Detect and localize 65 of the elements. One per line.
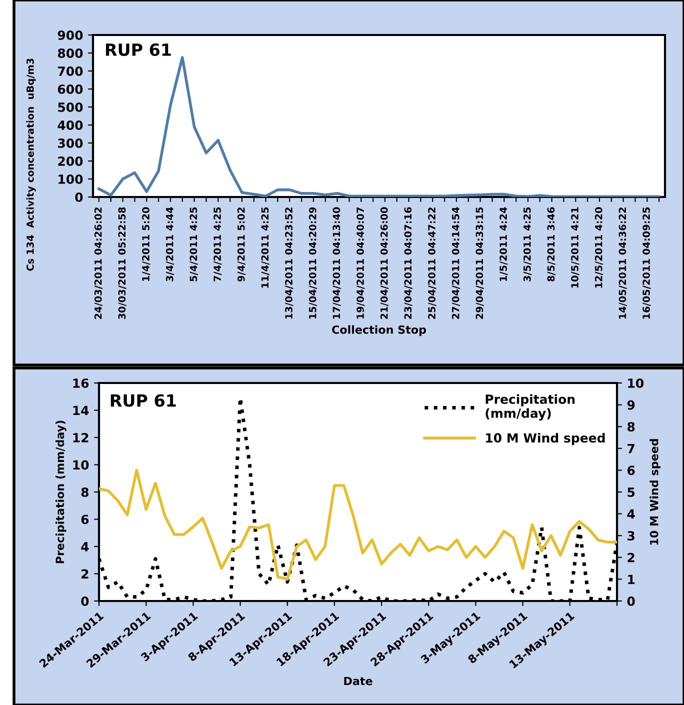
y2-tick-label: 2 — [628, 552, 634, 562]
y-tick-label: 14 — [73, 406, 89, 415]
y-tick-label: 12 — [73, 432, 88, 442]
y-axis-title: Cs 134 Activity concentration uBq/m3 — [26, 58, 36, 271]
y-tick-label: 6 — [81, 514, 89, 524]
y-tick-label: 4 — [81, 542, 89, 552]
x-tick-label: 5/4/2011 4:25 — [190, 207, 198, 282]
x-tick-label: 16/05/2011 04:09:25 — [642, 207, 651, 319]
y2-tick-label: 9 — [627, 400, 635, 410]
x-tick-label: 3/5/2011 4:25 — [523, 207, 532, 282]
x-tick-label: 25/04/2011 04:47:22 — [428, 208, 436, 319]
x-axis-title: Date — [344, 676, 372, 686]
y2-tick-label: 6 — [628, 466, 635, 476]
x-tick-label: 1/4/2011 5:20 — [142, 207, 150, 281]
x-tick-label: 15/04/2011 04:20:29 — [308, 207, 318, 319]
y-tick-label: 2 — [82, 569, 88, 578]
y-tick-label: 16 — [73, 378, 89, 388]
x-tick-label: 3/4/2011 4:44 — [166, 207, 174, 282]
x-tick-label: 8/5/2011 3:46 — [547, 207, 556, 282]
y2-tick-label: 1 — [628, 574, 635, 584]
line-series — [99, 468, 617, 581]
x-tick-label: 1/5/2011 4:24 — [500, 207, 508, 281]
y2-tick-label: 0 — [627, 596, 635, 606]
x-tick-label: 7/4/2011 4:25 — [214, 207, 222, 282]
x-tick-label: 14/05/2011 04:36:22 — [618, 208, 627, 319]
y-tick-label: 500 — [58, 102, 83, 112]
y-axis-title: Precipitation (mm/day) — [55, 420, 66, 564]
x-axis-title: Collection Stop — [332, 325, 426, 336]
y-tick-label: 300 — [58, 138, 83, 148]
y2-tick-label: 10 — [628, 378, 644, 388]
y2-tick-label: 7 — [628, 444, 634, 454]
y-tick-label: 100 — [58, 174, 83, 184]
x-tick-label: 10/5/2011 4:21 — [571, 207, 580, 288]
y-tick-label: 0 — [75, 192, 83, 202]
y2-tick-label: 5 — [628, 488, 635, 497]
y-tick-label: 10 — [73, 460, 89, 470]
x-tick-label: 13/04/2011 04:23:52 — [285, 208, 294, 319]
y2-tick-label: 8 — [627, 422, 635, 432]
x-tick-label: 30/03/2011 05:22:58 — [118, 207, 126, 320]
x-tick-label: 21/04/2011 04:26:00 — [380, 207, 389, 319]
legend-label: Precipitation (mm/day) — [486, 394, 575, 420]
text: RUP 61 — [110, 394, 176, 407]
y-tick-label: 800 — [58, 48, 83, 58]
x-tick-label: 19/04/2011 04:40:07 — [356, 207, 365, 319]
x-tick-label: 11/4/2011 4:25 — [261, 207, 270, 288]
y-tick-label: 8 — [81, 487, 88, 497]
y2-tick-label: 3 — [628, 531, 634, 541]
legend-label: 10 M Wind speed — [486, 432, 605, 446]
x-tick-label: 9/4/2011 5:02 — [237, 208, 246, 282]
x-tick-label: 24/03/2011 04:26:02 — [94, 208, 103, 319]
x-tick-label: 29/04/2011 04:33:15 — [476, 207, 484, 319]
y2-tick-label: 4 — [627, 509, 635, 519]
x-tick-label: 17/04/2011 04:13:40 — [332, 207, 341, 319]
y-tick-label: 400 — [58, 120, 83, 130]
x-tick-label: 12/5/2011 4:20 — [594, 207, 604, 288]
x-tick-label: 23/04/2011 04:07:16 — [404, 207, 412, 319]
y-tick-label: 900 — [58, 30, 83, 40]
y-tick-label: 200 — [58, 156, 83, 166]
line-series — [98, 56, 660, 197]
y-tick-label: 0 — [81, 596, 89, 606]
y2-axis-title: 10 M Wind speed — [650, 439, 660, 545]
x-tick-label: 27/04/2011 04:14:54 — [452, 207, 460, 319]
y-tick-label: 700 — [58, 66, 83, 76]
chart-title: RUP 61 — [106, 43, 171, 56]
y-tick-label: 600 — [58, 84, 83, 94]
